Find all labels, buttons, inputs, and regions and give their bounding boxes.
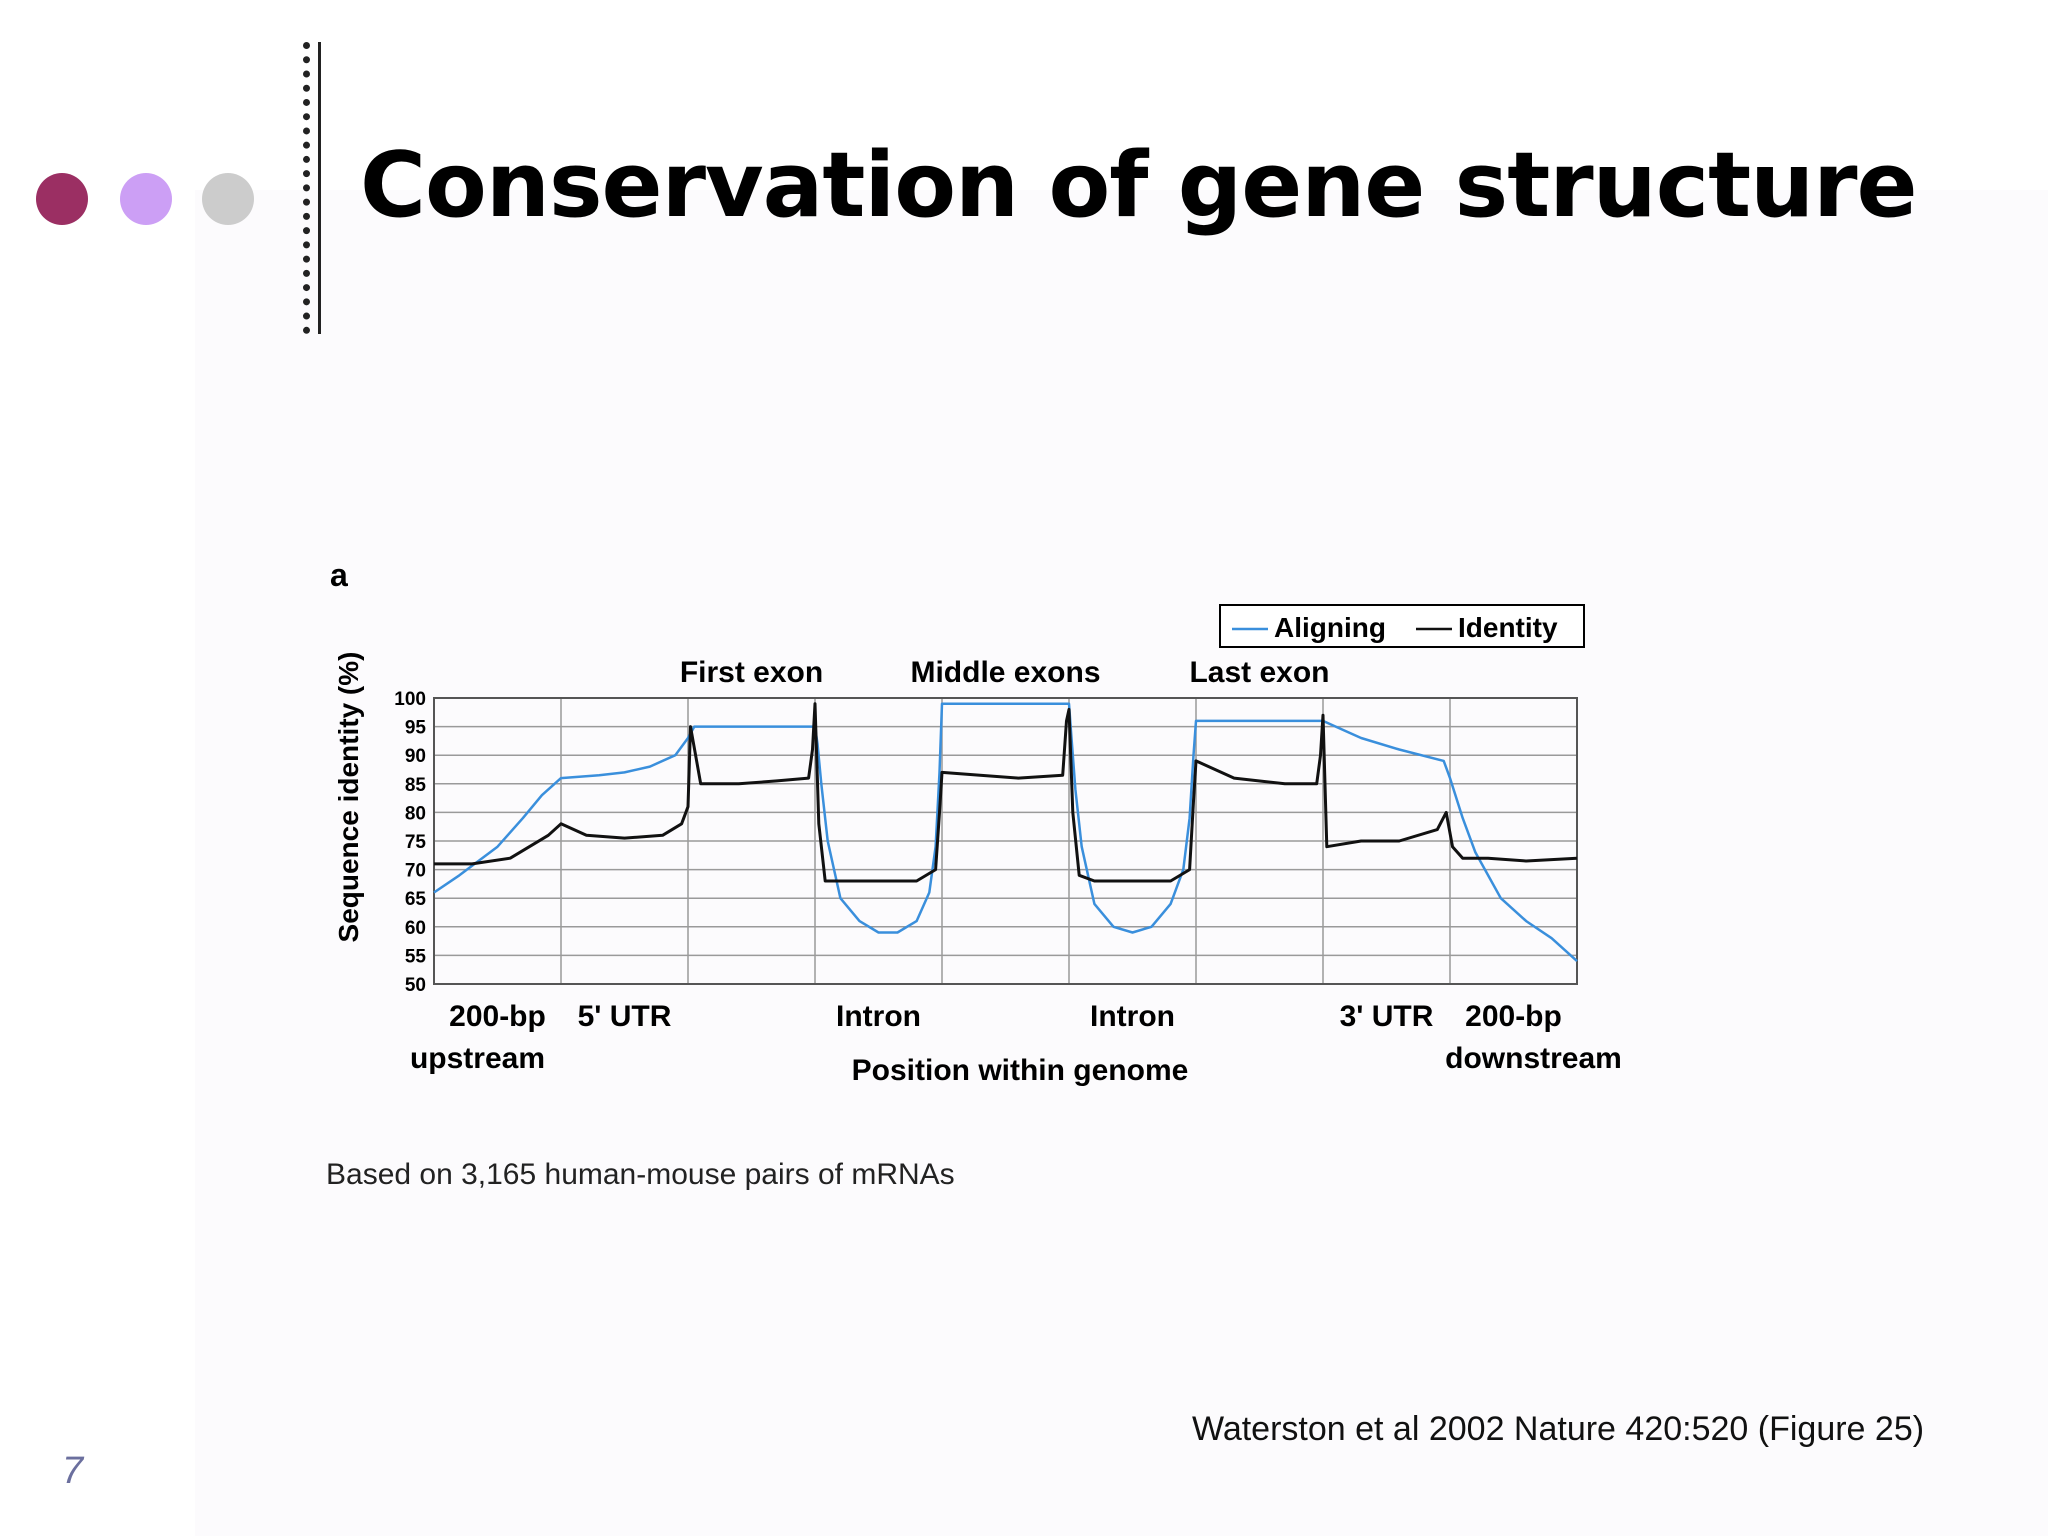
legend-box [1219, 604, 1585, 648]
region-sublabel-8: downstream [1445, 1042, 1622, 1075]
plot-frame [433, 697, 1578, 985]
bullet-dot-3 [202, 173, 254, 225]
region-label-3: Intron [836, 1000, 921, 1033]
slide-title: Conservation of gene structure [360, 133, 1918, 238]
title-divider-dotted [303, 42, 310, 334]
y-tick-label: 80 [405, 803, 426, 824]
data-caption: Based on 3,165 human-mouse pairs of mRNA… [326, 1158, 955, 1191]
y-tick-label: 85 [405, 775, 427, 796]
y-tick-label: 55 [405, 946, 427, 967]
series-line-identity [434, 702, 1578, 883]
conservation-chart: a Aligning Identity Sequence identity (%… [330, 557, 1622, 1087]
y-tick-label: 75 [405, 832, 427, 853]
slide-content-area [195, 190, 2048, 1536]
series-line-aligning [433, 702, 1578, 963]
region-label-0: 200-bp [449, 1000, 546, 1033]
region-label-6: Last exon [1189, 656, 1329, 689]
legend: Aligning Identity [1219, 604, 1585, 648]
panel-label: a [330, 557, 348, 593]
citation: Waterston et al 2002 Nature 420:520 (Fig… [1192, 1410, 1925, 1448]
legend-label-aligning: Aligning [1274, 612, 1386, 643]
legend-label-identity: Identity [1458, 612, 1558, 643]
region-label-7: 3' UTR [1340, 1000, 1434, 1033]
y-tick-label: 100 [394, 689, 426, 710]
region-label-2: First exon [680, 656, 823, 689]
region-label-4: Middle exons [910, 656, 1100, 689]
y-tick-label: 95 [405, 718, 427, 739]
region-label-5: Intron [1090, 1000, 1175, 1033]
bullet-dot-1 [36, 173, 88, 225]
title-divider-solid [318, 42, 321, 334]
slide-number: 7 [62, 1450, 84, 1492]
y-tick-label: 60 [405, 918, 426, 939]
y-tick-label: 70 [405, 861, 426, 882]
y-tick-label: 50 [405, 975, 426, 996]
y-tick-label: 90 [405, 746, 426, 767]
y-axis-title: Sequence identity (%) [333, 652, 364, 943]
region-label-1: 5' UTR [578, 1000, 672, 1033]
y-tick-label: 65 [405, 889, 427, 910]
x-axis-title: Position within genome [852, 1054, 1189, 1087]
region-sublabel-0: upstream [410, 1042, 545, 1075]
bullet-dot-2 [120, 173, 172, 225]
region-label-8: 200-bp [1465, 1000, 1562, 1033]
